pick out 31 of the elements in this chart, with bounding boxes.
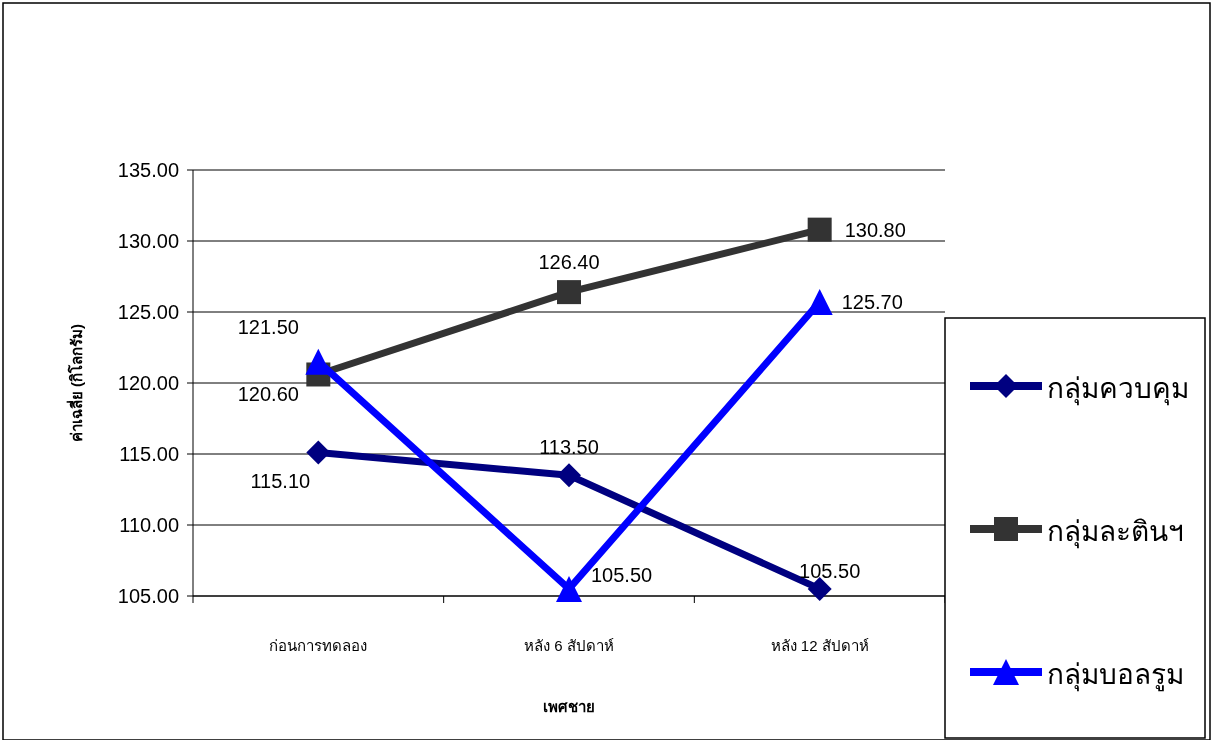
data-label: 125.70 <box>841 291 903 314</box>
data-label: 130.80 <box>844 218 906 241</box>
data-label: 115.10 <box>250 469 311 492</box>
x-tick-label: ก่อนการทดลอง <box>269 637 368 654</box>
y-tick-label: 115.00 <box>119 443 179 465</box>
data-label: 105.50 <box>591 563 653 586</box>
legend-label: กลุ่มละตินฯ <box>1047 516 1184 549</box>
data-label: 113.50 <box>539 436 599 459</box>
y-axis-title: ค่าเฉลี่ย (กิโลกรัม) <box>66 323 85 443</box>
point <box>807 217 832 242</box>
point <box>306 440 331 465</box>
data-label: 121.50 <box>237 315 299 338</box>
x-axis-title: เพศชาย <box>543 698 595 715</box>
data-label: 105.50 <box>799 559 861 582</box>
y-tick-label: 135.00 <box>117 159 179 181</box>
point <box>557 463 581 488</box>
point <box>806 289 833 316</box>
y-tick-label: 130.00 <box>117 230 179 252</box>
y-tick-label: 105.00 <box>117 585 179 607</box>
x-tick-label: หลัง 12 สัปดาห์ <box>770 637 869 654</box>
data-label: 126.40 <box>538 251 600 274</box>
x-tick-label: หลัง 6 สัปดาห์ <box>524 637 614 654</box>
y-tick-label: 110.00 <box>119 514 179 536</box>
legend-label: กลุ่มบอลรูม <box>1047 659 1184 692</box>
y-tick-label: 120.00 <box>117 372 179 394</box>
legend-label: กลุ่มควบคุม <box>1047 373 1189 406</box>
point <box>807 576 832 601</box>
point <box>557 280 581 305</box>
point <box>556 575 582 602</box>
y-tick-label: 125.00 <box>117 301 179 323</box>
data-label: 120.60 <box>237 383 299 406</box>
